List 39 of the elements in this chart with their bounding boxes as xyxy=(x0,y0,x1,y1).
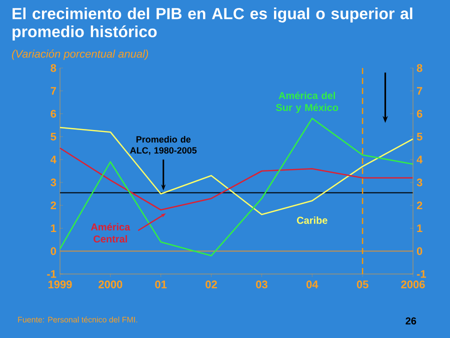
legend-label: América Central xyxy=(90,223,130,243)
chart-title: El crecimiento del PIB en ALC es igual o superior al promedio histórico xyxy=(12,8,412,40)
x-tick-label: 2000 xyxy=(98,280,122,288)
y-tick-label: 4 xyxy=(50,156,56,164)
x-tick-label: 04 xyxy=(306,280,318,288)
y2-tick-label: 3 xyxy=(416,178,422,186)
x-tick-label: 01 xyxy=(155,280,167,288)
x-tick-label: 1999 xyxy=(48,280,72,288)
source-note: Fuente: Personal técnico del FMI. xyxy=(18,316,138,322)
x-tick-label: 05 xyxy=(356,280,368,288)
y2-tick-label: -1 xyxy=(416,270,426,278)
x-tick-label: 2006 xyxy=(401,280,425,288)
chart-subtitle: (Variación porcentual anual) xyxy=(12,50,148,60)
y2-tick-label: 8 xyxy=(416,64,422,72)
y-tick-label: 3 xyxy=(50,178,56,186)
y2-tick-label: 4 xyxy=(416,156,423,164)
x-tick-label: 02 xyxy=(206,280,217,288)
x-tick-label: 03 xyxy=(256,280,268,288)
line-series xyxy=(59,126,414,216)
text: 26 xyxy=(406,317,416,324)
y2-tick-label: 0 xyxy=(416,247,422,256)
y-tick-label: 2 xyxy=(50,202,56,210)
y2-tick-label: 7 xyxy=(417,87,422,95)
series-label: América del Sur y México xyxy=(276,92,338,114)
y2-tick-label: 6 xyxy=(416,110,422,118)
y-tick-label: 8 xyxy=(50,64,56,72)
y2-tick-label: 2 xyxy=(416,202,422,210)
line-series xyxy=(59,147,414,211)
y-tick-label: 5 xyxy=(50,132,56,141)
y-tick-label: 1 xyxy=(51,224,56,232)
line-series xyxy=(59,118,414,256)
y-tick-label: 6 xyxy=(50,110,56,118)
y-tick-label: 7 xyxy=(50,87,56,95)
y-tick-label: 0 xyxy=(50,247,56,256)
ref-line-label: Promedio de ALC, 1980-2005 xyxy=(130,136,197,155)
y2-tick-label: 1 xyxy=(417,224,422,232)
y-tick-label: -1 xyxy=(47,270,56,278)
series-label: Caribe xyxy=(296,216,328,224)
y2-tick-label: 5 xyxy=(416,132,422,141)
